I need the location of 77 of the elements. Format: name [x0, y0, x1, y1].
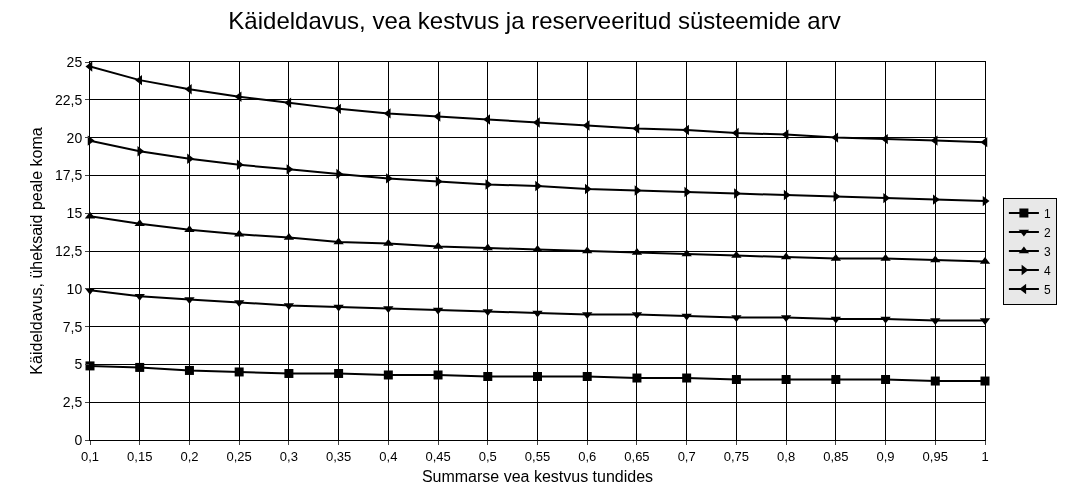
x-tick-label: 0,25	[226, 448, 252, 464]
point	[731, 375, 741, 385]
point	[334, 368, 344, 378]
legend-label: 2	[1043, 225, 1051, 240]
point	[880, 316, 891, 324]
point	[681, 313, 692, 321]
point	[383, 238, 394, 246]
x-tick-label: 1	[981, 448, 989, 464]
point	[831, 132, 839, 143]
x-tick-label: 0,8	[777, 448, 796, 464]
point	[383, 370, 393, 380]
point	[632, 373, 642, 383]
x-tick-label: 0,95	[922, 448, 948, 464]
point	[831, 375, 841, 385]
point	[930, 255, 941, 263]
point	[284, 368, 294, 378]
point	[781, 375, 791, 385]
point	[483, 372, 493, 381]
x-tick-label: 0,75	[723, 448, 750, 464]
legend-label: 1	[1043, 206, 1051, 221]
x-tick-label: 0,9	[876, 448, 895, 464]
point	[383, 108, 391, 119]
x-tick-label: 0,35	[325, 448, 352, 464]
x-tick-label: 0,55	[524, 448, 551, 464]
x-tick-label: 0,4	[379, 448, 398, 464]
legend-label: 3	[1043, 244, 1051, 259]
y-tick-label: 7,5	[62, 318, 83, 335]
y-tick-label: 5	[74, 356, 83, 373]
x-axis-title: Summarse vea kestvus tundides	[421, 468, 654, 486]
x-tick-label: 0,85	[823, 448, 849, 464]
x-tick-label: 0,15	[127, 448, 153, 464]
y-tick-label: 20	[66, 129, 83, 146]
x-tick-label: 0,2	[180, 448, 199, 464]
point	[135, 362, 145, 372]
point	[682, 373, 692, 383]
point	[234, 367, 244, 377]
point	[482, 243, 493, 251]
y-tick-label: 2,5	[62, 394, 83, 411]
point	[731, 315, 742, 323]
y-tick-label: 25	[66, 53, 83, 70]
point	[881, 375, 891, 385]
y-tick-label: 15	[66, 205, 83, 222]
point	[533, 372, 542, 381]
point	[134, 219, 145, 227]
point	[532, 244, 543, 252]
point	[634, 185, 642, 196]
point	[184, 225, 195, 233]
point	[582, 246, 593, 254]
point	[137, 146, 145, 157]
point	[333, 237, 344, 245]
point	[632, 123, 640, 134]
point	[483, 114, 491, 125]
point	[930, 376, 940, 386]
point	[582, 372, 592, 381]
point	[930, 318, 941, 326]
y-tick-label: 10	[66, 280, 83, 297]
point	[930, 135, 938, 146]
y-tick-label: 12,5	[54, 242, 83, 259]
x-tick-label: 0,6	[578, 448, 597, 464]
x-tick-label: 0,65	[624, 448, 650, 464]
point	[433, 370, 443, 380]
x-tick-label: 0,7	[677, 448, 696, 464]
point	[532, 310, 543, 318]
x-tick-label: 0,5	[478, 448, 497, 464]
y-tick-label: 0	[74, 431, 83, 448]
point	[184, 84, 192, 95]
legend-label: 4	[1043, 263, 1051, 278]
chart-title: Käideldavus, vea kestvus ja reserveeritud süsteemide arv	[228, 7, 841, 35]
y-tick-label: 22,5	[54, 91, 83, 108]
point	[435, 176, 443, 187]
x-tick-label: 0,45	[425, 448, 451, 464]
point	[184, 365, 194, 375]
y-axis-title: Käideldavus, üheksaid peale koma	[27, 127, 45, 375]
x-tick-label: 0,1	[80, 448, 100, 464]
legend-label: 5	[1043, 282, 1051, 297]
y-tick-label: 17,5	[54, 167, 83, 184]
x-tick-label: 0,3	[279, 448, 298, 464]
